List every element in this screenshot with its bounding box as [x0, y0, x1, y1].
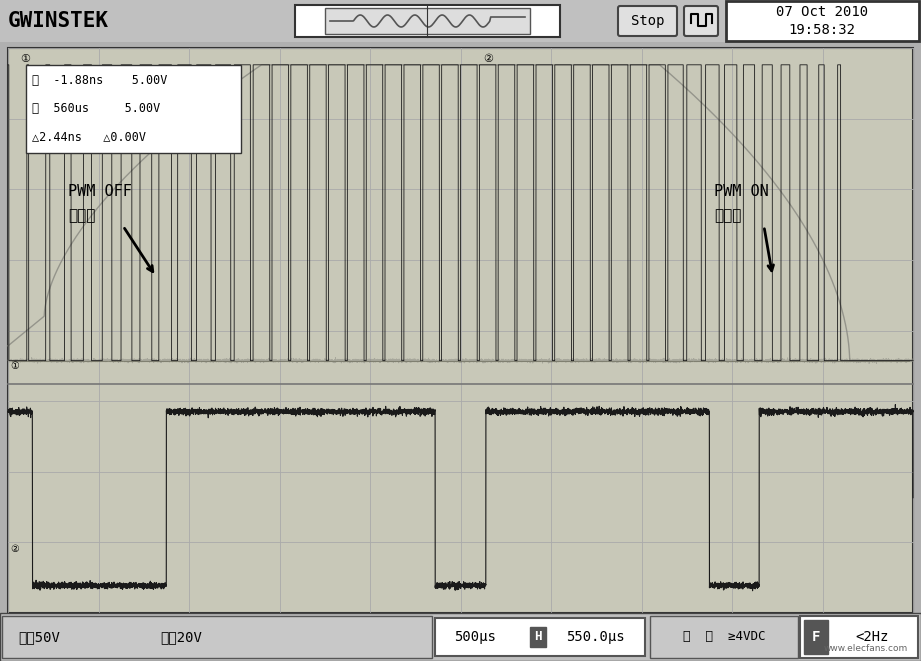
Bar [726, 1, 919, 41]
Text: ②: ② [10, 544, 18, 554]
Text: F: F [811, 630, 821, 644]
Bar [325, 8, 530, 34]
Text: ①  ∯  ≥4VDC: ① ∯ ≥4VDC [682, 631, 765, 644]
Bar [804, 620, 828, 654]
Text: 过零点: 过零点 [68, 208, 96, 223]
Bar [8, 48, 913, 613]
Text: 500μs: 500μs [454, 630, 495, 644]
Text: www.elecfans.com: www.elecfans.com [823, 644, 908, 653]
Bar [650, 616, 798, 658]
Text: ①＝50V: ①＝50V [18, 630, 60, 644]
Bar [435, 618, 645, 656]
Text: ①: ① [20, 54, 30, 64]
Bar [800, 616, 918, 658]
Bar [530, 627, 546, 647]
FancyBboxPatch shape [618, 6, 677, 36]
Text: ②＝20V: ②＝20V [160, 630, 202, 644]
Text: 07 Oct 2010: 07 Oct 2010 [775, 5, 869, 19]
Text: ①  -1.88ns    5.00V: ① -1.88ns 5.00V [32, 75, 168, 87]
Text: 19:58:32: 19:58:32 [788, 23, 856, 37]
Bar [26, 65, 241, 153]
Text: Stop: Stop [631, 14, 665, 28]
Text: ①: ① [10, 361, 18, 371]
Text: <2Hz: <2Hz [856, 630, 889, 644]
Text: GWINSTEK: GWINSTEK [8, 11, 109, 31]
Text: ②  560us     5.00V: ② 560us 5.00V [32, 102, 160, 116]
Bar [0, 613, 921, 661]
Text: 过零点: 过零点 [714, 208, 741, 223]
Text: ②: ② [484, 54, 494, 64]
FancyBboxPatch shape [684, 6, 718, 36]
Bar [0, 0, 921, 42]
Text: PWM ON: PWM ON [714, 184, 769, 200]
Bar [295, 5, 560, 37]
Text: PWM OFF: PWM OFF [68, 184, 132, 200]
Text: 550.0μs: 550.0μs [565, 630, 624, 644]
Bar [2, 616, 432, 658]
Text: △2.44ns   △0.00V: △2.44ns △0.00V [32, 130, 146, 143]
Text: H: H [534, 631, 542, 644]
